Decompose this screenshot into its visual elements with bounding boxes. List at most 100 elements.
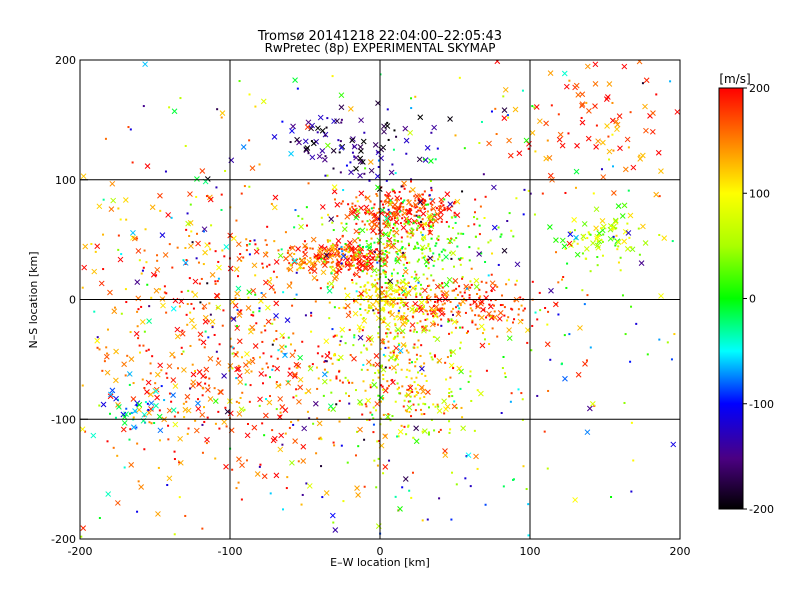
data-point-dot	[377, 457, 380, 460]
data-point-dot	[416, 322, 419, 325]
data-point-cross	[265, 304, 271, 311]
data-point-dot	[385, 244, 388, 247]
data-point-dot	[415, 276, 418, 279]
data-point-cross	[479, 342, 486, 349]
data-point-cross	[94, 243, 101, 250]
data-point-dot	[315, 366, 318, 369]
data-point-dot	[290, 281, 293, 284]
data-point-dot	[148, 305, 151, 308]
data-point-dot	[288, 426, 291, 429]
data-point-cross	[278, 432, 285, 439]
data-point-cross	[616, 113, 623, 120]
data-point-cross	[360, 138, 367, 145]
data-point-dot	[326, 117, 329, 120]
data-point-cross	[395, 247, 402, 254]
data-point-dot	[452, 265, 455, 268]
data-point-dot	[404, 394, 407, 397]
data-point-dot	[394, 214, 397, 217]
data-point-dot	[353, 255, 356, 258]
data-point-dot	[437, 238, 440, 241]
data-point-dot	[280, 248, 283, 251]
data-point-dot	[474, 235, 477, 238]
data-point-cross	[328, 280, 335, 287]
data-point-dot	[472, 216, 475, 219]
data-point-dot	[391, 212, 394, 215]
data-point-dot	[419, 292, 422, 295]
data-point-dot	[521, 418, 524, 421]
data-point-dot	[434, 308, 437, 311]
data-point-dot	[137, 337, 140, 340]
data-point-cross	[157, 427, 164, 434]
data-point-dot	[441, 282, 444, 285]
data-point-dot	[265, 398, 268, 401]
data-point-cross	[307, 265, 314, 272]
data-point-dot	[385, 251, 388, 254]
data-point-dot	[420, 220, 423, 223]
data-point-dot	[502, 95, 505, 98]
data-point-dot	[453, 214, 456, 217]
data-point-dot	[330, 261, 333, 264]
data-point-dot	[400, 318, 403, 321]
data-point-dot	[449, 351, 452, 354]
data-point-dot	[423, 236, 426, 239]
data-point-cross	[546, 155, 553, 161]
data-point-dot	[400, 240, 403, 243]
data-point-cross	[251, 424, 258, 431]
data-point-dot	[324, 134, 327, 137]
data-point-dot	[374, 214, 377, 217]
data-point-dot	[431, 256, 434, 259]
data-point-cross	[166, 475, 173, 482]
data-point-cross	[144, 163, 151, 169]
data-point-cross	[465, 452, 472, 459]
data-point-dot	[423, 158, 426, 161]
data-point-cross	[246, 359, 252, 366]
data-point-cross	[643, 77, 650, 84]
data-point-dot	[432, 320, 435, 323]
data-point-dot	[421, 218, 424, 221]
data-point-dot	[497, 226, 500, 229]
data-point-dot	[435, 295, 438, 298]
data-point-dot	[136, 325, 139, 328]
data-point-dot	[452, 307, 455, 310]
data-point-dot	[357, 295, 360, 298]
data-point-dot	[178, 305, 181, 308]
data-point-dot	[586, 237, 589, 240]
data-point-dot	[408, 358, 411, 361]
data-point-dot	[450, 310, 453, 313]
data-point-cross	[556, 136, 563, 143]
data-point-dot	[414, 206, 417, 209]
data-point-dot	[370, 207, 373, 210]
data-point-cross	[236, 256, 243, 262]
data-point-dot	[380, 200, 383, 203]
data-point-cross	[473, 277, 480, 284]
data-point-dot	[177, 411, 180, 414]
data-point-cross	[621, 202, 628, 209]
data-point-dot	[207, 320, 210, 323]
data-point-dot	[490, 314, 493, 317]
data-point-dot	[297, 419, 300, 422]
data-point-dot	[420, 413, 423, 416]
data-point-dot	[277, 349, 280, 352]
data-point-dot	[372, 206, 375, 209]
data-point-cross	[433, 303, 440, 310]
data-point-cross	[306, 483, 313, 489]
data-point-cross	[354, 485, 360, 492]
data-point-dot	[366, 418, 369, 421]
data-point-dot	[608, 158, 611, 161]
data-point-dot	[389, 310, 392, 313]
data-point-dot	[358, 251, 361, 254]
data-point-dot	[359, 264, 362, 267]
data-point-dot	[471, 319, 474, 322]
data-point-cross	[249, 165, 256, 172]
data-point-cross	[227, 265, 234, 272]
data-point-cross	[316, 153, 323, 160]
data-point-dot	[405, 321, 408, 324]
data-point-dot	[515, 279, 518, 282]
data-point-cross	[552, 301, 559, 308]
data-point-dot	[448, 332, 451, 335]
data-point-dot	[383, 303, 386, 306]
data-point-dot	[358, 231, 361, 234]
data-point-dot	[205, 442, 208, 445]
data-point-dot	[399, 210, 402, 213]
data-point-cross	[215, 304, 222, 311]
